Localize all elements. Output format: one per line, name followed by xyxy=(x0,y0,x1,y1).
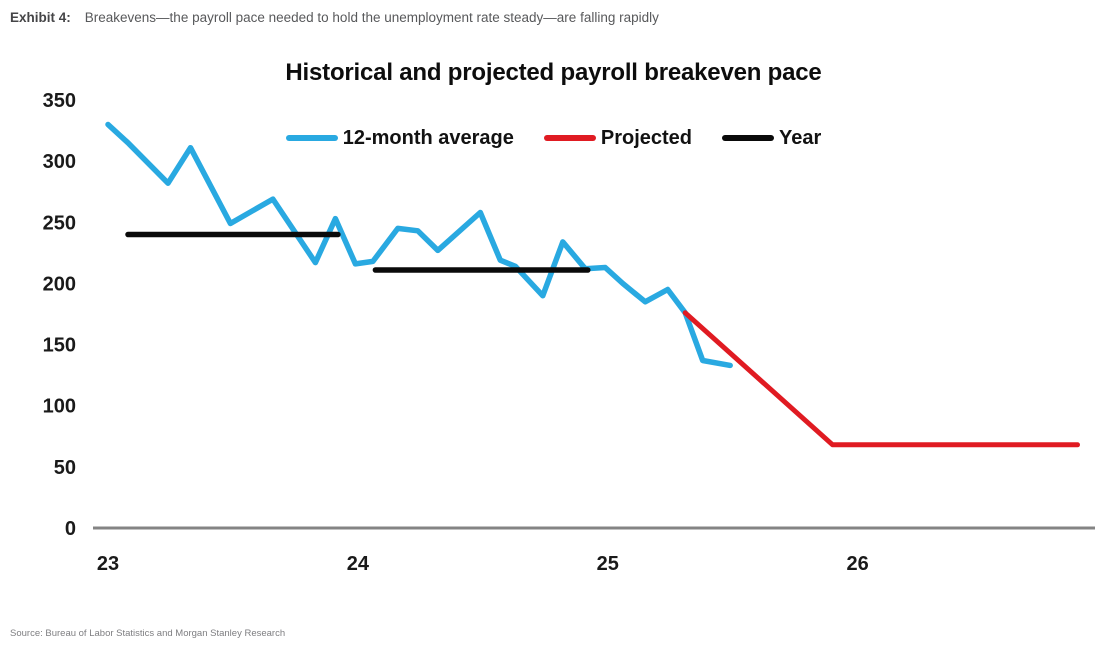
y-tick-label-150: 150 xyxy=(43,335,76,357)
legend-item-12-month-average: 12-month average xyxy=(285,126,514,150)
y-tick-label-300: 300 xyxy=(43,151,76,173)
legend-swatch-year xyxy=(722,135,775,141)
x-tick-label-26: 26 xyxy=(846,553,868,575)
legend-item-projected: Projected xyxy=(543,126,693,150)
y-tick-label-200: 200 xyxy=(43,273,76,295)
legend-label-year: Year xyxy=(779,126,822,149)
legend-label-projected: Projected xyxy=(600,126,693,149)
legend-item-year: Year xyxy=(722,127,821,150)
chart-title: Historical and projected payroll breakev… xyxy=(285,59,822,86)
source-note: Source: Bureau of Labor Statistics and M… xyxy=(10,628,286,639)
y-tick-label-0: 0 xyxy=(65,518,76,540)
y-tick-label-100: 100 xyxy=(43,396,76,418)
x-tick-label-25: 25 xyxy=(597,553,619,575)
x-tick-label-23: 23 xyxy=(97,553,119,575)
y-tick-label-250: 250 xyxy=(43,212,76,234)
exhibit-number-label: Exhibit 4: xyxy=(10,10,71,25)
y-tick-label-350: 350 xyxy=(43,90,76,112)
chart-legend: 12-month average Projected Year xyxy=(0,124,1107,152)
series-12-month-average-line xyxy=(105,121,733,369)
exhibit-header: Exhibit 4: Breakevens—the payroll pace n… xyxy=(10,9,659,27)
series-projected-line xyxy=(682,310,1080,448)
legend-swatch-12-month-average xyxy=(285,135,338,141)
legend-swatch-projected xyxy=(543,135,596,141)
legend-label-12-month-average: 12-month average xyxy=(342,126,514,149)
y-tick-label-50: 50 xyxy=(54,457,76,479)
exhibit-description: Breakevens—the payroll pace needed to ho… xyxy=(84,10,659,25)
x-tick-label-24: 24 xyxy=(347,553,370,575)
